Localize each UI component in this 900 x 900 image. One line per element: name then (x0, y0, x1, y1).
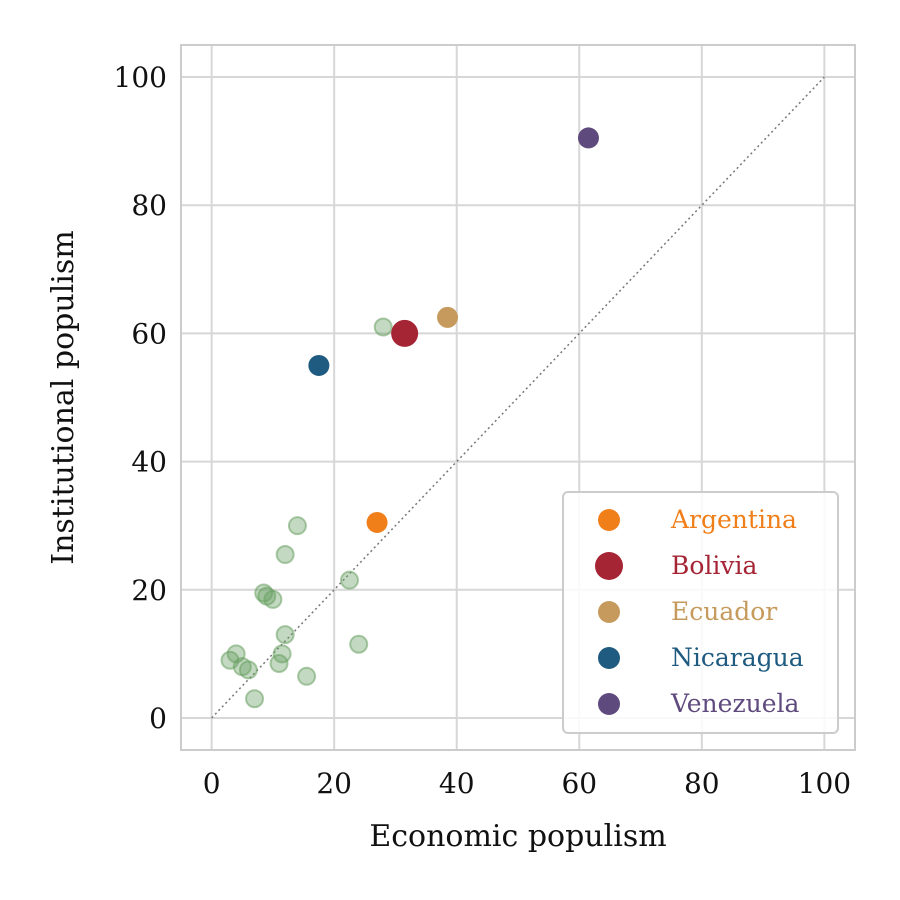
point-ecuador (437, 306, 459, 328)
x-axis-title: Economic populism (369, 819, 666, 854)
legend-label-ecuador: Ecuador (671, 597, 777, 626)
point-argentina (366, 511, 388, 533)
background-point (245, 689, 265, 709)
plot-frame (180, 44, 856, 751)
y-tick-label: 0 (149, 702, 167, 735)
y-tick-label: 40 (131, 446, 167, 479)
y-tick-label: 60 (131, 317, 167, 350)
legend-label-bolivia: Bolivia (671, 551, 758, 580)
background-point (263, 589, 283, 609)
x-tick-label: 100 (798, 767, 851, 800)
background-point (238, 660, 258, 680)
background-point (340, 570, 359, 590)
legend-marker-nicaragua (598, 647, 620, 669)
background-point (297, 666, 317, 686)
point-venezuela (577, 127, 599, 149)
point-nicaragua (308, 354, 330, 376)
grid (181, 45, 855, 750)
x-tick-label: 40 (439, 767, 475, 800)
legend-marker-ecuador (598, 601, 620, 623)
x-tick-label: 20 (316, 767, 352, 800)
legend-label-venezuela: Venezuela (670, 689, 800, 718)
legend-marker-venezuela (598, 693, 620, 715)
legend-label-nicaragua: Nicaragua (671, 643, 804, 672)
x-tick-label: 60 (561, 767, 597, 800)
background-point (349, 634, 369, 654)
x-tick-label: 80 (684, 767, 720, 800)
y-axis-title: Institutional populism (46, 230, 81, 564)
background-point (275, 545, 295, 565)
legend-marker-bolivia (595, 552, 623, 580)
background-point (272, 644, 292, 664)
x-tick-labels: 0 20 40 60 80 100 (203, 767, 851, 800)
country-points (308, 127, 599, 533)
background-point (287, 516, 307, 536)
y-tick-labels: 0 20 40 60 80 100 (114, 61, 167, 735)
background-point (275, 625, 295, 645)
background-point (373, 317, 393, 337)
y-tick-label: 20 (131, 574, 167, 607)
y-tick-label: 80 (131, 189, 167, 222)
point-bolivia (391, 319, 419, 347)
background-points (220, 317, 393, 709)
x-tick-label: 0 (203, 767, 221, 800)
legend-label-argentina: Argentina (670, 505, 797, 534)
legend: Argentina Bolivia Ecuador Nicaragua Venezuel… (562, 491, 839, 734)
legend-marker-argentina (598, 509, 620, 531)
legend-box (562, 491, 839, 734)
y-tick-label: 100 (114, 61, 167, 94)
